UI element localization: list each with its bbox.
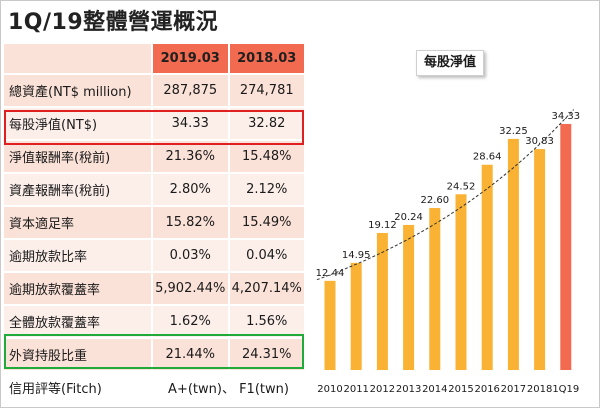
bar-1Q19 bbox=[560, 123, 572, 371]
table-row-credit-rating: 信用評等(Fitch) A+(twn)、 F1(twn) bbox=[4, 371, 304, 405]
value-label-2013: 20.24 bbox=[394, 212, 423, 223]
column-header-2018: 2018.03 bbox=[227, 44, 304, 75]
value-label-2011: 14.95 bbox=[342, 250, 371, 261]
row-value-2018: 1.56% bbox=[227, 305, 304, 339]
value-label-2016: 28.64 bbox=[473, 152, 502, 163]
header-blank-cell bbox=[4, 44, 153, 75]
x-tick-2011: 2011 bbox=[343, 384, 368, 395]
row-label: 逾期放款比率 bbox=[4, 239, 153, 273]
x-tick-2010: 2010 bbox=[317, 384, 342, 395]
table-row-roe: 淨值報酬率(稅前) 21.36% 15.48% bbox=[4, 140, 304, 174]
bar-2010 bbox=[324, 280, 336, 370]
row-value-2019: 34.33 bbox=[151, 107, 229, 141]
table-row-npl-coverage: 逾期放款覆蓋率 5,902.44% 4,207.14% bbox=[4, 272, 304, 306]
bar-2018 bbox=[534, 149, 546, 370]
row-value-2019: 2.80% bbox=[151, 173, 229, 207]
row-label: 外資持股比重 bbox=[4, 338, 153, 372]
row-value-2019: 0.03% bbox=[151, 239, 229, 273]
x-tick-2017: 2017 bbox=[501, 384, 526, 395]
row-value-2018: 2.12% bbox=[227, 173, 304, 207]
row-value-2018: 0.04% bbox=[227, 239, 304, 273]
row-value-2019: 21.44% bbox=[151, 338, 229, 372]
x-tick-2013: 2013 bbox=[396, 384, 421, 395]
bar-2011 bbox=[350, 262, 362, 370]
bar-2013 bbox=[403, 224, 415, 370]
table-row-total-coverage: 全體放款覆蓋率 1.62% 1.56% bbox=[4, 305, 304, 339]
column-header-2019: 2019.03 bbox=[151, 44, 229, 75]
table-row-bvps: 每股淨值(NT$) 34.33 32.82 bbox=[4, 107, 304, 141]
row-value-2018: 4,207.14% bbox=[227, 272, 304, 306]
row-value-2019: 5,902.44% bbox=[151, 272, 229, 306]
table-row-roa: 資產報酬率(稅前) 2.80% 2.12% bbox=[4, 173, 304, 207]
trend-line bbox=[316, 109, 575, 281]
rating-value: A+(twn)、 F1(twn) bbox=[151, 371, 304, 405]
row-value-2019: 287,875 bbox=[151, 74, 229, 108]
row-label: 資產報酬率(稅前) bbox=[4, 173, 153, 207]
row-label: 總資產(NT$ million) bbox=[4, 74, 153, 108]
kpi-table: 2019.03 2018.03 總資產(NT$ million) 287,875… bbox=[4, 44, 304, 405]
value-label-2014: 22.60 bbox=[420, 195, 449, 206]
x-tick-2016: 2016 bbox=[474, 384, 499, 395]
table-header-row: 2019.03 2018.03 bbox=[4, 44, 304, 75]
row-label: 資本適足率 bbox=[4, 206, 153, 240]
highlight-box-bvps bbox=[4, 110, 304, 145]
row-value-2018: 15.48% bbox=[227, 140, 304, 174]
bar-2012 bbox=[376, 232, 388, 370]
row-label: 淨值報酬率(稅前) bbox=[4, 140, 153, 174]
row-value-2018: 32.82 bbox=[227, 107, 304, 141]
row-label: 每股淨值(NT$) bbox=[4, 107, 153, 141]
row-value-2019: 21.36% bbox=[151, 140, 229, 174]
bar-2014 bbox=[429, 208, 441, 370]
value-label-2018: 30.83 bbox=[525, 136, 554, 147]
bar-2017 bbox=[507, 138, 519, 370]
x-tick-2015: 2015 bbox=[448, 384, 473, 395]
x-tick-2018: 2018 bbox=[527, 384, 552, 395]
chart-title: 每股淨值 bbox=[416, 50, 484, 76]
highlight-box-foreign-holding bbox=[4, 334, 304, 369]
x-tick-2014: 2014 bbox=[422, 384, 447, 395]
table-row-foreign-holding: 外資持股比重 21.44% 24.31% bbox=[4, 338, 304, 372]
table-row-car: 資本適足率 15.82% 15.49% bbox=[4, 206, 304, 240]
row-value-2018: 24.31% bbox=[227, 338, 304, 372]
rating-label: 信用評等(Fitch) bbox=[4, 371, 153, 405]
row-label: 全體放款覆蓋率 bbox=[4, 305, 153, 339]
table-row-total-assets: 總資產(NT$ million) 287,875 274,781 bbox=[4, 74, 304, 108]
value-label-1Q19: 34.33 bbox=[551, 111, 580, 122]
bar-2015 bbox=[455, 194, 467, 370]
row-value-2018: 274,781 bbox=[227, 74, 304, 108]
x-tick-1Q19: 1Q19 bbox=[552, 384, 579, 395]
row-value-2019: 15.82% bbox=[151, 206, 229, 240]
row-value-2018: 15.49% bbox=[227, 206, 304, 240]
row-value-2019: 1.62% bbox=[151, 305, 229, 339]
value-label-2017: 32.25 bbox=[499, 126, 528, 137]
value-label-2010: 12.44 bbox=[316, 268, 345, 279]
value-label-2015: 24.52 bbox=[447, 181, 476, 192]
value-label-2012: 19.12 bbox=[368, 220, 397, 231]
page-title: 1Q/19整體營運概況 bbox=[8, 10, 219, 35]
row-label: 逾期放款覆蓋率 bbox=[4, 272, 153, 306]
table-row-npl-ratio: 逾期放款比率 0.03% 0.04% bbox=[4, 239, 304, 273]
x-tick-2012: 2012 bbox=[370, 384, 395, 395]
bar-2016 bbox=[481, 164, 493, 370]
